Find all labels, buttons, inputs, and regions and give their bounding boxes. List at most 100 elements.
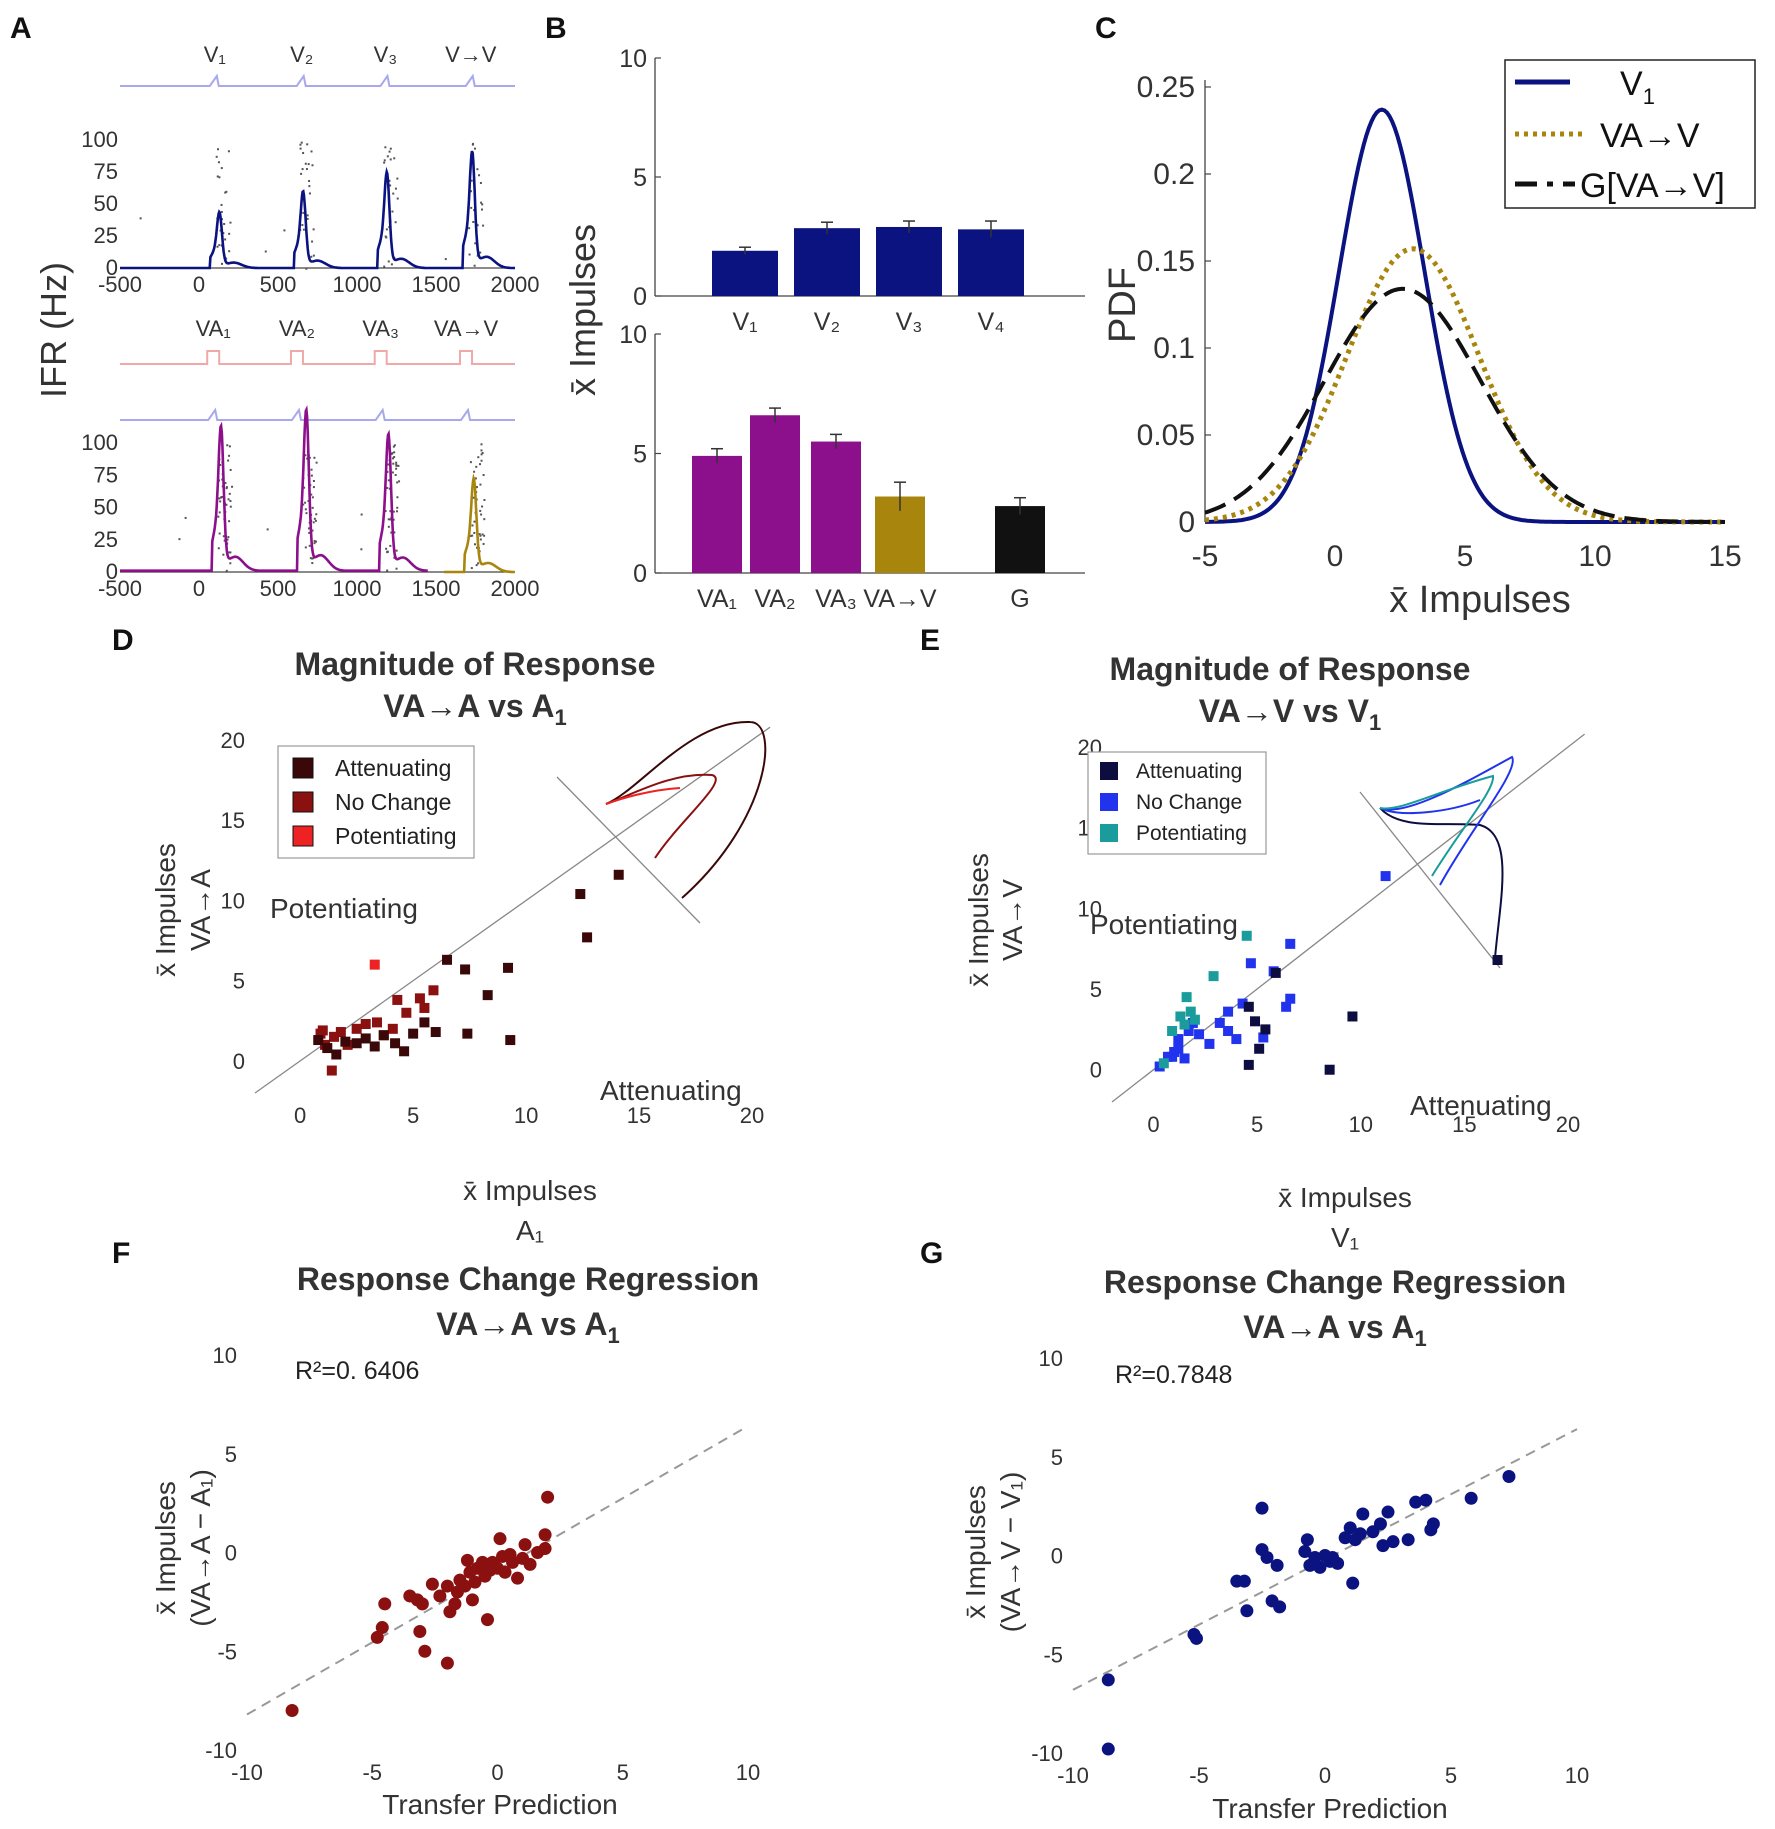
raster-dot (224, 191, 227, 194)
d-legend-label-nochange: No Change (335, 789, 451, 815)
raster-dot (311, 164, 314, 167)
point-no-change (1223, 1026, 1234, 1036)
d-annotation-potentiating: Potentiating (270, 893, 418, 924)
point-attenuating (390, 1038, 401, 1049)
raster-dot (308, 531, 311, 534)
x-tick-label: 5 (1457, 540, 1474, 573)
raster-dot (389, 184, 392, 187)
raster-dot (385, 547, 388, 550)
data-point (498, 1565, 512, 1579)
raster-dot (227, 536, 230, 539)
raster-dot (218, 176, 221, 179)
y-tick-label: 5 (225, 1442, 237, 1467)
point-no-change (1183, 1026, 1194, 1036)
stim-trace (120, 350, 515, 365)
data-point (1313, 1560, 1327, 1574)
raster-dot (393, 451, 396, 454)
y-tick-label: 100 (81, 127, 118, 152)
identity-line (1111, 733, 1585, 1103)
raster-dot (394, 474, 397, 477)
point-potentiating (369, 959, 380, 970)
e-legend-label-potentiating: Potentiating (1136, 822, 1247, 845)
y-tick-label: 10 (1039, 1346, 1063, 1371)
x-tick-label: -5 (1189, 1763, 1209, 1788)
y-tick-label: 25 (94, 223, 118, 248)
raster-dot (477, 456, 480, 459)
x-tick-label: 1500 (412, 576, 461, 601)
raster-dot (475, 486, 478, 489)
raster-dot (306, 457, 309, 460)
bar-VA₃ (811, 441, 861, 573)
panel-f: Response Change Regression VA→A vs A1 x̄… (150, 1261, 760, 1820)
point-attenuating (1270, 967, 1281, 978)
raster-dot (229, 468, 232, 471)
g-plot: -10 -5 0 5 10 10 5 0 -5 -10 (1031, 1346, 1589, 1788)
raster-dot (471, 534, 474, 537)
category-label: V₁ (732, 308, 757, 336)
raster-dot (311, 240, 314, 243)
raster-dot (304, 546, 307, 549)
stim-label: V→V (445, 42, 497, 67)
point-attenuating (1243, 1059, 1254, 1070)
raster-dot (302, 211, 305, 214)
raster-dot (388, 179, 391, 182)
point-attenuating (460, 964, 471, 975)
raster-dot (266, 528, 269, 531)
f-r2: R²=0. 6406 (295, 1357, 419, 1385)
g-ylabel2: (VA→V − V₁) (995, 1472, 1026, 1633)
y-tick-label: 20 (221, 728, 245, 753)
raster-dot (308, 544, 311, 547)
raster-dot (391, 210, 394, 213)
raster-dot (314, 519, 317, 522)
c-xlabel: x̄ Impulses (1389, 579, 1571, 621)
data-point (1502, 1470, 1516, 1483)
d-title-line1: Magnitude of Response (295, 646, 656, 682)
raster-dot (310, 255, 313, 258)
raster-dot (392, 510, 395, 513)
raster-dot (479, 483, 482, 486)
x-tick-label: 15 (627, 1103, 651, 1128)
e-title-line2: VA→V vs V1 (1199, 693, 1381, 735)
point-no-change (1194, 1029, 1205, 1040)
raster-dot (302, 503, 305, 506)
raster-dot (470, 179, 473, 182)
raster-dot (217, 515, 220, 518)
data-point (1101, 1742, 1115, 1756)
data-point (1273, 1600, 1287, 1614)
raster-dot (310, 468, 313, 471)
x-tick-label: 2000 (491, 576, 540, 601)
x-tick-label: 0 (1327, 540, 1344, 573)
raster-dot (472, 221, 475, 224)
category-label: VA₁ (697, 585, 737, 613)
data-point (538, 1542, 552, 1556)
data-point (1376, 1539, 1390, 1553)
raster-dot (387, 463, 390, 466)
category-label: G (1010, 585, 1029, 613)
y-tick-label: 0.25 (1137, 71, 1195, 104)
y-tick-label: 10 (619, 45, 647, 73)
point-no-change (351, 1023, 362, 1034)
raster-dot (391, 471, 394, 474)
y-tick-label: 15 (221, 808, 245, 833)
x-tick-label: 5 (617, 1760, 629, 1785)
raster-dot (389, 510, 392, 513)
data-point (541, 1490, 555, 1504)
y-tick-label: -10 (1031, 1741, 1063, 1766)
data-point (378, 1597, 392, 1611)
raster-dot (228, 250, 231, 253)
bar-V₂ (794, 228, 860, 296)
data-point (493, 1532, 507, 1546)
raster-dot (226, 444, 229, 447)
data-point (425, 1577, 439, 1591)
y-tick-label: 100 (81, 430, 118, 455)
data-point (468, 1575, 482, 1589)
y-tick-label: 0 (1090, 1058, 1102, 1083)
raster-dot (222, 553, 225, 556)
d-title-line2: VA→A vs A1 (383, 688, 567, 730)
data-point (1240, 1604, 1254, 1618)
panel-g: Response Change Regression VA→A vs A1 x̄… (960, 1264, 1589, 1824)
d-legend-swatch-nochange (292, 791, 314, 813)
raster-dot (479, 534, 482, 537)
raster-dot (302, 228, 305, 231)
